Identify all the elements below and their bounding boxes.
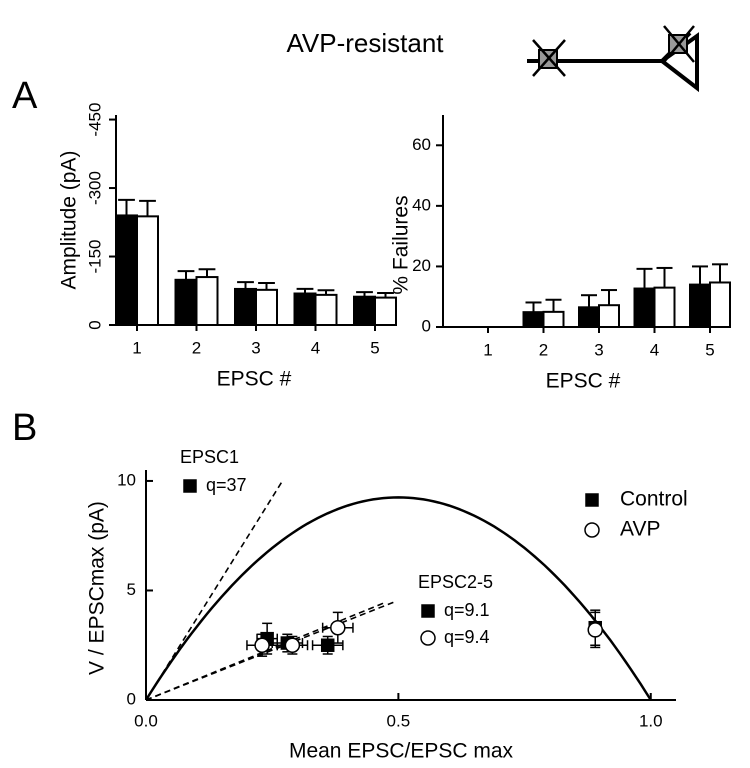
- bar: [314, 293, 338, 327]
- bar: [195, 276, 219, 326]
- bar: [653, 286, 676, 328]
- y-tick-label: 0: [127, 689, 136, 708]
- y-tick-label: -150: [85, 240, 104, 274]
- x-tick-label: 0.5: [387, 711, 411, 730]
- point: [330, 619, 346, 636]
- point: [320, 638, 335, 652]
- point: [587, 622, 603, 638]
- bar: [115, 214, 138, 326]
- x-axis-label: EPSC #: [546, 370, 621, 393]
- y-tick-label: -450: [85, 103, 104, 137]
- fit-legend-marker: [421, 604, 435, 618]
- x-tick-label: 1: [132, 338, 141, 357]
- y-tick-label: 5: [127, 580, 136, 599]
- legend-marker: [585, 493, 599, 507]
- y-tick-label: 0: [422, 316, 431, 335]
- point: [254, 637, 270, 653]
- fit-label: q=9.4: [444, 627, 490, 647]
- bar: [633, 287, 656, 328]
- bar: [353, 295, 376, 326]
- panel-label: B: [12, 407, 37, 449]
- x-tick-label: 5: [705, 340, 714, 359]
- figure-title: AVP-resistant: [286, 28, 444, 58]
- y-tick-label: -300: [85, 171, 104, 205]
- fit-line: [145, 601, 394, 701]
- x-tick-label: 4: [311, 338, 320, 357]
- neuron-diagram: [527, 25, 699, 93]
- y-tick-label: 0: [85, 320, 104, 329]
- fit-label: q=9.1: [444, 600, 490, 620]
- y-axis-label: % Failures: [390, 195, 413, 294]
- x-tick-label: 4: [650, 340, 659, 359]
- x-tick-label: 5: [370, 338, 379, 357]
- bar: [255, 288, 278, 327]
- x-tick-label: 1: [483, 340, 492, 359]
- point: [284, 637, 301, 653]
- bar: [709, 281, 731, 329]
- y-tick-label: 10: [117, 470, 136, 489]
- bar: [522, 311, 545, 329]
- bar: [689, 283, 711, 329]
- bar: [542, 310, 565, 329]
- x-tick-label: 2: [192, 338, 201, 357]
- x-tick-label: 1.0: [639, 711, 663, 730]
- y-axis-label: V / EPSCmax (pA): [86, 501, 109, 675]
- legend-marker: [584, 522, 600, 538]
- legend-label: Control: [620, 488, 688, 511]
- fit-line: [145, 480, 283, 701]
- bar: [578, 306, 600, 329]
- fit-group-label: EPSC1: [180, 447, 239, 467]
- y-tick-label: 20: [412, 256, 431, 275]
- fit-group-label: EPSC2-5: [418, 572, 493, 592]
- bar: [174, 278, 198, 327]
- fit-line: [145, 602, 384, 701]
- panel-label: A: [12, 75, 38, 117]
- x-axis-label: EPSC #: [217, 368, 292, 391]
- bar: [234, 287, 257, 326]
- fit-legend-marker: [183, 479, 197, 493]
- y-tick-label: 60: [412, 135, 431, 154]
- legend-label: AVP: [620, 518, 660, 541]
- x-tick-label: 3: [251, 338, 260, 357]
- bar: [374, 296, 397, 327]
- x-tick-label: 0.0: [134, 711, 158, 730]
- x-tick-label: 3: [594, 340, 603, 359]
- x-axis-label: Mean EPSC/EPSC max: [289, 740, 514, 763]
- bar: [293, 292, 317, 326]
- bar: [598, 304, 620, 328]
- x-tick-label: 2: [539, 340, 548, 359]
- fit-legend-marker: [420, 630, 436, 646]
- bar: [136, 215, 159, 326]
- fit-label: q=37: [206, 475, 247, 495]
- y-axis-label: Amplitude (pA): [58, 151, 81, 290]
- y-tick-label: 40: [412, 195, 431, 214]
- parabola-fit: [144, 496, 652, 701]
